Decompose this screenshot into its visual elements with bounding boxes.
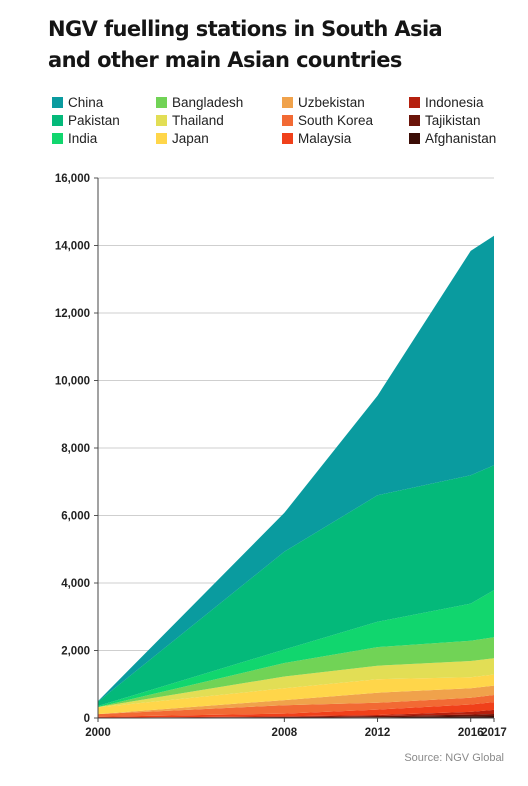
legend-swatch-japan [156, 132, 167, 144]
legend-swatch-tajikistan [409, 114, 420, 126]
legend-swatch-china [52, 96, 63, 108]
legend-item-india: India [52, 129, 97, 147]
area-thailand [98, 658, 494, 708]
area-tajikistan [98, 714, 494, 718]
y-tick-label-16000: 16,000 [55, 173, 90, 185]
legend-label-south-korea: South Korea [298, 112, 374, 128]
x-tick-label-2000: 2000 [85, 727, 111, 739]
legend-item-bangladesh: Bangladesh [156, 93, 243, 111]
chart-title: NGV fuelling stations in South Asia and … [48, 14, 518, 76]
legend-item-tajikistan: Tajikistan [409, 111, 481, 129]
legend-item-uzbekistan: Uzbekistan [282, 93, 365, 111]
x-tick-label-2008: 2008 [272, 727, 298, 739]
area-south-korea [98, 695, 494, 717]
legend-label-japan: Japan [172, 130, 209, 146]
legend-swatch-bangladesh [156, 96, 167, 108]
chart-title-line-2: and other main Asian countries [48, 48, 402, 72]
y-tick-label-2000: 2,000 [61, 646, 90, 658]
x-tick-label-2017: 2017 [481, 727, 507, 739]
legend-label-malaysia: Malaysia [298, 130, 352, 146]
area-india [98, 590, 494, 707]
y-tick-label-0: 0 [84, 713, 90, 725]
legend-swatch-pakistan [52, 114, 63, 126]
legend-swatch-malaysia [282, 132, 293, 144]
chart-title-line-1: NGV fuelling stations in South Asia [48, 17, 443, 41]
legend-item-japan: Japan [156, 129, 209, 147]
legend-item-pakistan: Pakistan [52, 111, 120, 129]
legend-item-malaysia: Malaysia [282, 129, 351, 147]
legend-label-uzbekistan: Uzbekistan [298, 94, 365, 110]
axes: 0 2,000 4,000 6,000 8,000 10,000 12,000 14,000 1… [55, 173, 507, 739]
legend-label-afghanistan: Afghanistan [425, 130, 497, 146]
legend-label-indonesia: Indonesia [425, 94, 484, 110]
legend-swatch-indonesia [409, 96, 420, 108]
y-tick-label-10000: 10,000 [55, 376, 90, 388]
area-indonesia [98, 709, 494, 718]
legend-label-india: India [68, 130, 98, 146]
legend-label-tajikistan: Tajikistan [425, 112, 481, 128]
legend-label-china: China [68, 94, 104, 110]
area-uzbekistan [98, 685, 494, 715]
y-tick-label-14000: 14,000 [55, 241, 90, 253]
legend-item-south-korea: South Korea [282, 111, 373, 129]
legend-swatch-thailand [156, 114, 167, 126]
legend-swatch-afghanistan [409, 132, 420, 144]
legend-label-thailand: Thailand [172, 112, 224, 128]
area-series [98, 235, 494, 718]
x-tick-label-2012: 2012 [365, 727, 391, 739]
chart-legend: China Pakistan India Bangladesh Thailand Japa… [52, 93, 522, 149]
legend-swatch-india [52, 132, 63, 144]
area-japan [98, 674, 494, 715]
legend-label-pakistan: Pakistan [68, 112, 120, 128]
y-tick-label-6000: 6,000 [61, 511, 90, 523]
x-tick-label-2016: 2016 [458, 727, 484, 739]
legend-item-afghanistan: Afghanistan [409, 129, 496, 147]
legend-label-bangladesh: Bangladesh [172, 94, 244, 110]
legend-swatch-south-korea [282, 114, 293, 126]
legend-swatch-uzbekistan [282, 96, 293, 108]
y-tick-label-12000: 12,000 [55, 308, 90, 320]
area-bangladesh [98, 637, 494, 707]
y-tick-label-8000: 8,000 [61, 443, 90, 455]
legend-item-china: China [52, 93, 103, 111]
area-pakistan [98, 465, 494, 706]
area-china [98, 235, 494, 702]
legend-item-indonesia: Indonesia [409, 93, 484, 111]
area-malaysia [98, 702, 494, 718]
source-note: Source: NGV Global [404, 752, 504, 764]
legend-item-thailand: Thailand [156, 111, 224, 129]
y-tick-label-4000: 4,000 [61, 578, 90, 590]
